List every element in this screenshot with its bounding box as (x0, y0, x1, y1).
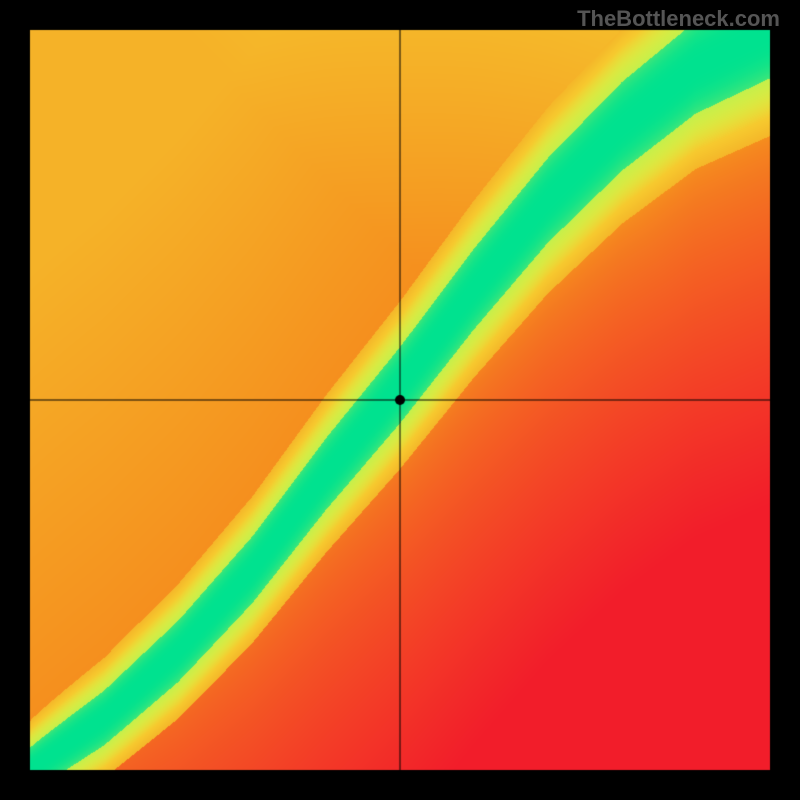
heatmap-canvas (0, 0, 800, 800)
watermark-text: TheBottleneck.com (577, 6, 780, 32)
chart-container: TheBottleneck.com (0, 0, 800, 800)
